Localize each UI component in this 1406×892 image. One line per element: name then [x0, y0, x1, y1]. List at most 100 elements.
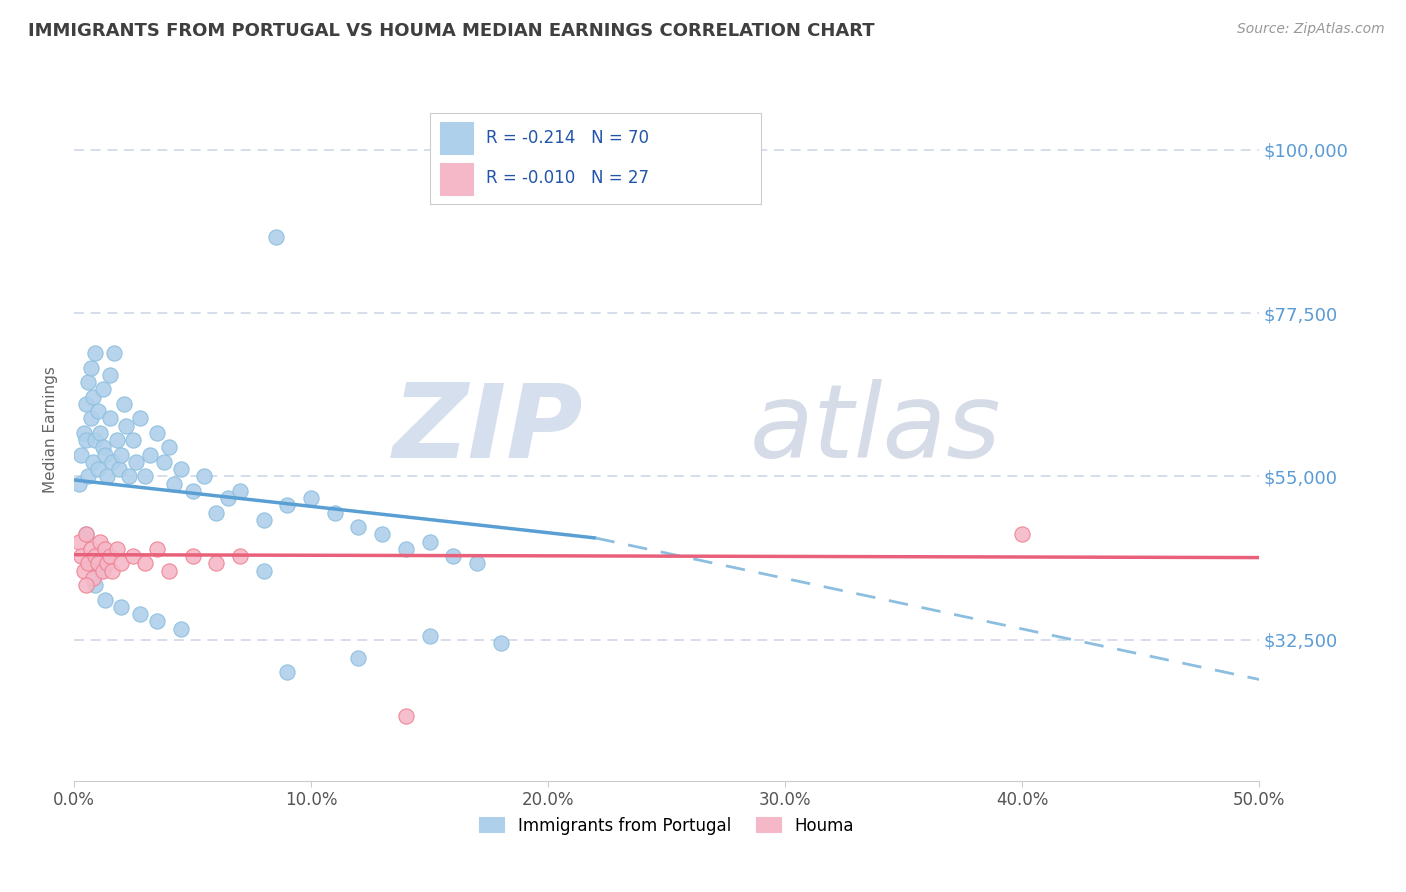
Point — [181, 549, 204, 563]
Text: IMMIGRANTS FROM PORTUGAL VS HOUMA MEDIAN EARNINGS CORRELATION CHART: IMMIGRANTS FROM PORTUGAL VS HOUMA MEDIAN… — [28, 22, 875, 40]
Point — [129, 411, 152, 425]
Point — [96, 557, 118, 571]
Point — [134, 557, 156, 571]
Point — [67, 476, 90, 491]
Point — [115, 418, 138, 433]
Point — [98, 368, 121, 382]
Point — [489, 636, 512, 650]
Point — [84, 433, 107, 447]
Point — [89, 564, 111, 578]
Point — [82, 571, 104, 585]
Point — [217, 491, 239, 505]
Point — [75, 397, 97, 411]
Point — [94, 448, 117, 462]
Point — [146, 425, 169, 440]
Point — [112, 397, 135, 411]
Point — [122, 433, 145, 447]
Point — [103, 346, 125, 360]
Point — [72, 564, 94, 578]
Point — [465, 557, 488, 571]
Legend: Immigrants from Portugal, Houma: Immigrants from Portugal, Houma — [471, 808, 862, 843]
Point — [79, 557, 101, 571]
Point — [441, 549, 464, 563]
Point — [162, 476, 184, 491]
Point — [229, 549, 252, 563]
Point — [70, 549, 93, 563]
Point — [84, 549, 107, 563]
Point — [105, 541, 128, 556]
Point — [94, 592, 117, 607]
Point — [105, 433, 128, 447]
Point — [347, 650, 370, 665]
Point — [96, 469, 118, 483]
Point — [146, 541, 169, 556]
Point — [153, 455, 176, 469]
Point — [193, 469, 215, 483]
Point — [299, 491, 322, 505]
Point — [75, 527, 97, 541]
Point — [146, 615, 169, 629]
Point — [75, 433, 97, 447]
Point — [276, 499, 298, 513]
Point — [253, 513, 276, 527]
Point — [110, 599, 132, 614]
Point — [276, 665, 298, 680]
Point — [91, 564, 114, 578]
Point — [1011, 527, 1033, 541]
Point — [229, 483, 252, 498]
Text: Source: ZipAtlas.com: Source: ZipAtlas.com — [1237, 22, 1385, 37]
Point — [419, 534, 441, 549]
Text: atlas: atlas — [749, 379, 1001, 479]
Point — [75, 527, 97, 541]
Point — [205, 506, 228, 520]
Point — [122, 549, 145, 563]
Point — [67, 534, 90, 549]
Point — [89, 534, 111, 549]
Point — [125, 455, 148, 469]
Point — [129, 607, 152, 622]
Point — [323, 506, 346, 520]
Point — [79, 541, 101, 556]
Point — [89, 425, 111, 440]
Point — [84, 346, 107, 360]
Point — [79, 360, 101, 375]
Point — [75, 578, 97, 592]
Point — [170, 462, 193, 476]
Text: ZIP: ZIP — [394, 379, 583, 480]
Point — [101, 564, 124, 578]
Point — [157, 564, 180, 578]
Point — [347, 520, 370, 534]
Point — [110, 557, 132, 571]
Point — [395, 708, 418, 723]
Y-axis label: Median Earnings: Median Earnings — [44, 366, 58, 492]
Point — [110, 448, 132, 462]
Point — [87, 462, 110, 476]
Point — [139, 448, 162, 462]
Point — [94, 541, 117, 556]
Point — [108, 462, 131, 476]
Point — [253, 564, 276, 578]
Point — [101, 455, 124, 469]
Point — [87, 557, 110, 571]
Point — [77, 469, 100, 483]
Point — [87, 404, 110, 418]
Point — [205, 557, 228, 571]
Point — [395, 541, 418, 556]
Point — [79, 411, 101, 425]
Point — [82, 390, 104, 404]
Point — [134, 469, 156, 483]
Point — [72, 425, 94, 440]
Point — [181, 483, 204, 498]
Point — [91, 382, 114, 396]
Point — [91, 440, 114, 454]
Point — [84, 578, 107, 592]
Point — [157, 440, 180, 454]
Point — [82, 455, 104, 469]
Point — [264, 230, 287, 244]
Point — [98, 549, 121, 563]
Point — [77, 557, 100, 571]
Point — [70, 448, 93, 462]
Point — [371, 527, 394, 541]
Point — [117, 469, 139, 483]
Point — [170, 622, 193, 636]
